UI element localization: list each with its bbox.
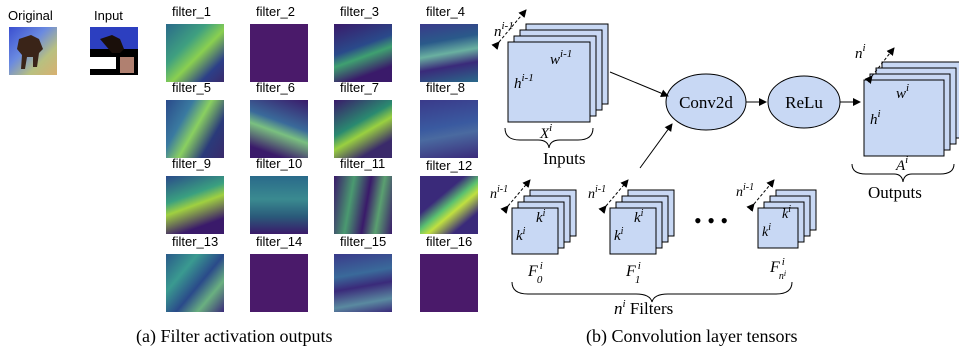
filter-label: filter_11 [340, 156, 386, 171]
filter-activation-map [250, 24, 308, 82]
filter-label: filter_7 [340, 80, 380, 95]
output-tensor-symbol: Ai [895, 154, 908, 174]
filter0-depth-label: ni-1 [490, 184, 508, 202]
filter-activation-map [250, 100, 308, 158]
filter-activation-map [166, 24, 224, 82]
output-width-label: wi [896, 82, 909, 102]
filter-label: filter_1 [172, 4, 212, 19]
filter-label: filter_9 [172, 156, 212, 171]
filtern-k-top: ki [782, 204, 791, 222]
filter-label: filter_6 [256, 80, 296, 95]
horse-silhouette [17, 35, 43, 69]
output-height-label: hi [870, 108, 881, 128]
inputs-label: Inputs [543, 149, 586, 168]
filter-activation-map [166, 254, 224, 312]
caption-b: (b) Convolution layer tensors [586, 326, 798, 346]
filter-label: filter_10 [256, 156, 303, 171]
filter-activation-map [420, 176, 478, 234]
output-depth-label: ni [855, 42, 866, 62]
filtern-depth-label: ni-1 [736, 182, 754, 200]
filter-activation-map [334, 254, 392, 312]
input-tensor-symbol: Xi [539, 122, 552, 142]
filter0-k-top: ki [536, 208, 546, 226]
filters-label: ni Filters [614, 298, 673, 318]
input-label: Input [94, 8, 123, 23]
filter-label: filter_8 [426, 80, 466, 95]
filter-stack-0 [511, 189, 577, 255]
filter-label: filter_13 [172, 234, 219, 249]
filter-activation-map [166, 100, 224, 158]
filter1-k-top: ki [634, 208, 644, 226]
filter0-k-side: ki [516, 226, 526, 244]
ellipsis-dots: • • • [694, 208, 728, 233]
filter-label: filter_4 [426, 4, 466, 19]
filter-label: filter_15 [340, 234, 387, 249]
filter-activation-map [420, 254, 478, 312]
conv2d-label: Conv2d [679, 93, 733, 112]
filter-activation-map [334, 176, 392, 234]
filter-activation-map [250, 176, 308, 234]
filter-label: filter_3 [340, 4, 380, 19]
filter1-depth-label: ni-1 [588, 184, 606, 202]
outputs-label: Outputs [868, 183, 922, 202]
filter-label: filter_14 [256, 234, 303, 249]
relu-label: ReLu [785, 93, 823, 112]
filter-stack-1 [609, 189, 675, 255]
filter-activation-map [420, 100, 478, 158]
input-tensor-stack [507, 23, 609, 123]
filter-activation-map [334, 24, 392, 82]
filtern-k-side: ki [762, 222, 771, 240]
input-image [90, 27, 138, 75]
filter-label: filter_2 [256, 4, 296, 19]
filter-label: filter_16 [426, 234, 473, 249]
filter1-k-side: ki [614, 226, 624, 244]
filter-label: filter_12 [426, 158, 473, 173]
caption-a: (a) Filter activation outputs [136, 326, 333, 346]
filter-activation-map [166, 176, 224, 234]
original-label: Original [8, 8, 53, 23]
masked-input [90, 27, 138, 73]
filter-activation-map [334, 100, 392, 158]
filter-activation-map [250, 254, 308, 312]
original-image [9, 27, 57, 75]
filter-label: filter_5 [172, 80, 212, 95]
filter-activation-map [420, 24, 478, 82]
